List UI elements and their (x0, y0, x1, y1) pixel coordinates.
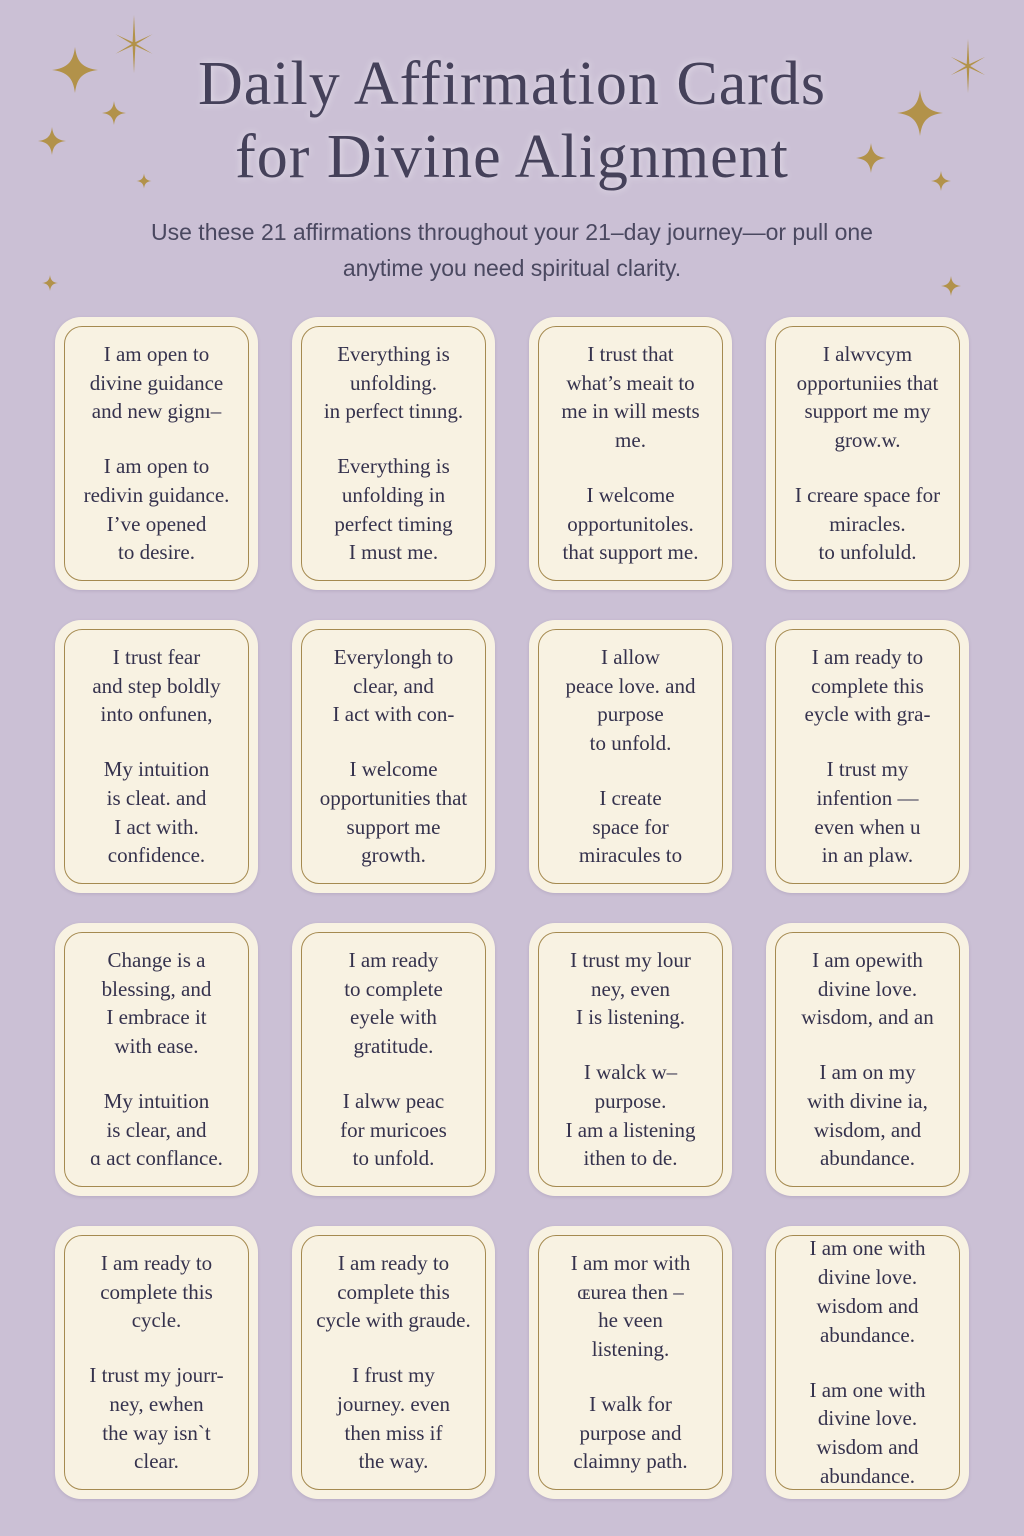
card-paragraph: I am ready to complete this eycle with g… (804, 644, 931, 727)
card-paragraph: Everything is unfolding in perfect timin… (334, 454, 453, 565)
card-paragraph: I allow peace love. and purpose to unfol… (565, 644, 696, 756)
card-paragraph: I am open to redivin guidance. I’ve open… (83, 454, 230, 565)
card-paragraph: I am one with divine love. wisdom and ab… (809, 1236, 926, 1347)
affirmation-card: I am ready to complete this cycle. I trus… (55, 1226, 258, 1499)
subtitle: Use these 21 affirmations throughout you… (151, 219, 873, 281)
card-paragraph: Everylongh to clear, and I act with con- (332, 644, 455, 727)
card-paragraph: I creare space for miracles. to unfoluld… (794, 482, 941, 565)
card-paragraph: I trust that what’s meait to me in will … (561, 341, 700, 453)
affirmation-card: Everylongh to clear, and I act with con-… (292, 620, 495, 893)
affirmation-card: I am open to divine guidance and new gig… (55, 317, 258, 590)
card-paragraph: I am open to divine guidance and new gig… (89, 341, 224, 424)
card-paragraph: I am ready to complete eyele with gratit… (344, 947, 443, 1059)
affirmation-card: I trust that what’s meait to me in will … (529, 317, 732, 590)
card-paragraph: I alww peac for muricoes to unfold. (340, 1088, 447, 1171)
card-paragraph: I welcome opportunities that support me … (319, 757, 468, 868)
affirmation-card: Everything is unfolding. in perfect tinı… (292, 317, 495, 590)
card-paragraph: I frust my journey. even then miss if th… (337, 1363, 450, 1474)
card-paragraph: My intuition is cleat. and I act with. c… (103, 757, 210, 868)
card-paragraph: I welcome opportunitoles. that support m… (562, 482, 699, 565)
affirmation-card: I am opewith divine love. wisdom, and an… (766, 923, 969, 1196)
affirmation-card: I allow peace love. and purpose to unfol… (529, 620, 732, 893)
title-line-2: for Divine Alignment (235, 122, 789, 191)
affirmation-card-grid: I am open to divine guidance and new gig… (55, 317, 969, 1499)
card-paragraph: I am ready to complete this cycle. (100, 1250, 213, 1333)
affirmation-card: I am ready to complete this eycle with g… (766, 620, 969, 893)
affirmation-card: I trust my lour ney, even I is listening… (529, 923, 732, 1196)
affirmation-card: I am mor with ɶurea then – he veen liste… (529, 1226, 732, 1499)
title-line-1: Daily Affirmation Cards (198, 50, 826, 118)
affirmation-card: I alwvcym opportuniies that support me m… (766, 317, 969, 590)
card-paragraph: I am one with divine love. wisdom and ab… (809, 1377, 926, 1488)
affirmation-card: I am ready to complete eyele with gratit… (292, 923, 495, 1196)
card-paragraph: I trust fear and step boldly into onfune… (92, 644, 221, 727)
card-paragraph: My intuition is clear, and ɑ act conflan… (90, 1088, 223, 1171)
card-paragraph: I walck w– purpose. I am a listening ith… (565, 1060, 696, 1171)
card-paragraph: I am mor with ɶurea then – he veen liste… (570, 1250, 691, 1362)
card-paragraph: I trust my infention — even when u in an… (814, 757, 921, 868)
card-paragraph: Change is a blessing, and I embrace it w… (101, 947, 212, 1059)
affirmation-card: I am one with divine love. wisdom and ab… (766, 1226, 969, 1499)
card-paragraph: I am opewith divine love. wisdom, and an (801, 947, 934, 1030)
card-paragraph: I trust my jourr- ney, ewhen the way isn… (89, 1363, 224, 1474)
affirmation-card: I trust fear and step boldly into onfune… (55, 620, 258, 893)
page-title: Daily Affirmation Cards for Divine Align… (0, 48, 1024, 193)
card-paragraph: I walk for purpose and claimny path. (573, 1391, 688, 1474)
card-paragraph: I alwvcym opportuniies that support me m… (796, 341, 939, 453)
affirmation-card: I am ready to complete this cycle with g… (292, 1226, 495, 1499)
affirmation-card: Change is a blessing, and I embrace it w… (55, 923, 258, 1196)
card-paragraph: I am ready to complete this cycle with g… (316, 1250, 471, 1333)
card-paragraph: Everything is unfolding. in perfect tinı… (323, 341, 464, 424)
poster-header: Daily Affirmation Cards for Divine Align… (0, 48, 1024, 286)
card-paragraph: I am on my with divine ia, wisdom, and a… (807, 1060, 928, 1171)
card-paragraph: I create space for miracules to (578, 785, 683, 868)
card-paragraph: I trust my lour ney, even I is listening… (570, 947, 691, 1030)
